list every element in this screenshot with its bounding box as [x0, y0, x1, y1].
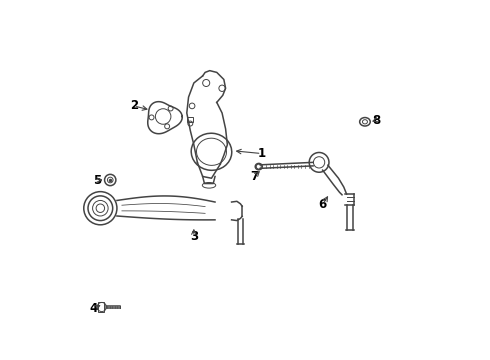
Text: 8: 8: [372, 113, 380, 126]
Text: 6: 6: [318, 198, 327, 211]
Text: 1: 1: [258, 147, 266, 160]
Text: 4: 4: [90, 302, 98, 315]
Text: 3: 3: [190, 230, 198, 243]
Text: 5: 5: [94, 174, 101, 186]
Text: 2: 2: [130, 99, 138, 112]
Text: 7: 7: [250, 170, 259, 183]
